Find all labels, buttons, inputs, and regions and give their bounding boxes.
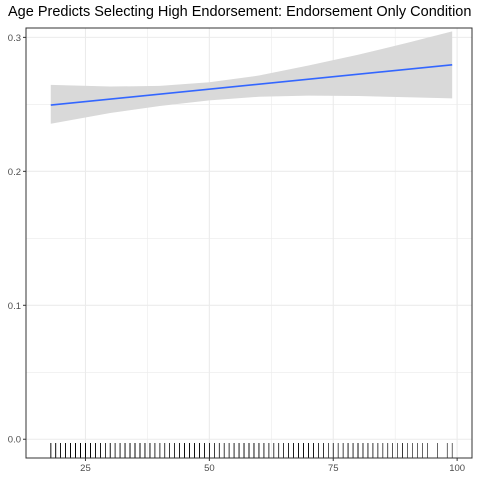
x-tick-label: 50 xyxy=(204,463,215,474)
x-tick-label: 25 xyxy=(80,463,91,474)
y-tick-label: 0.0 xyxy=(8,435,21,446)
y-tick-label: 0.2 xyxy=(8,167,21,178)
x-tick-label: 75 xyxy=(328,463,339,474)
x-tick-label: 100 xyxy=(449,463,465,474)
axis-ticks: 25 50 75 100 0.0 0.1 0.2 0.3 xyxy=(8,33,465,474)
trend-line xyxy=(50,64,453,106)
confidence-band xyxy=(50,31,453,124)
chart-title: Age Predicts Selecting High Endorsement:… xyxy=(8,4,472,20)
panel-border xyxy=(25,27,473,459)
confidence-band-layer xyxy=(50,31,453,124)
y-tick-label: 0.1 xyxy=(8,301,21,312)
trend-line-layer xyxy=(50,64,453,106)
rug-marks xyxy=(50,443,453,458)
y-tick-label: 0.3 xyxy=(8,33,21,44)
grid-lines xyxy=(26,28,472,458)
